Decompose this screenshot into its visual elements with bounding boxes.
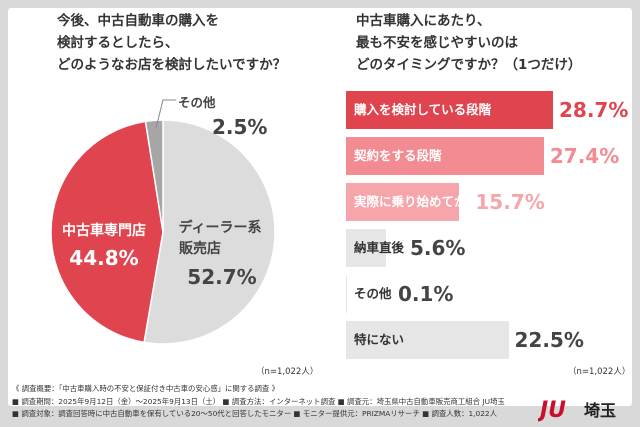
bar-5 bbox=[346, 275, 347, 313]
bar-4 bbox=[346, 229, 387, 267]
bar-value-1: 28.7% bbox=[559, 98, 629, 122]
bar-value-5: 0.1% bbox=[398, 282, 454, 306]
footer-line: ■ 調査対象：調査回答時に中古自動車を保有している20〜50代と回答したモニター… bbox=[12, 409, 498, 418]
logo-text: 埼玉 bbox=[584, 401, 616, 420]
bar-value-2: 27.4% bbox=[549, 144, 620, 168]
pie-label-dealer: 販売店 bbox=[179, 240, 221, 257]
bar-label-6: 特にない bbox=[354, 332, 405, 347]
pie-slice-dealer bbox=[143, 119, 276, 345]
bar-2 bbox=[346, 137, 544, 175]
pie-value-dealer: 52.7% bbox=[187, 265, 256, 289]
pie-sample-note: （n=1,022人） bbox=[256, 367, 319, 377]
bar-label-1: 購入を検討している段階 bbox=[354, 102, 492, 117]
pie-value-used-car-shop: 44.8% bbox=[69, 246, 138, 270]
pie-slice-used-car-shop bbox=[50, 120, 164, 344]
survey-footer: 《 調査概要：「中古車購入時の不安と保証付き中古車の安心感」に関する調査 》 ■… bbox=[12, 383, 532, 421]
pie-label-other: その他 bbox=[178, 95, 216, 110]
pie-label-dealer: ディーラー系 bbox=[178, 219, 261, 236]
bar-value-3: 15.7% bbox=[475, 190, 545, 214]
pie-chart-question: 今後、中古自動車の購入を 検討するとしたら、 どのようなお店を検討したいですか？ bbox=[57, 13, 287, 73]
bar-6 bbox=[346, 321, 509, 359]
footer-line: ■ 調査期間：2025年9月12日（金）〜2025年9月13日（土） ■ 調査方… bbox=[12, 396, 505, 406]
bar-label-4: 納車直後 bbox=[354, 240, 405, 255]
pie-leader-line bbox=[155, 99, 176, 129]
bar-label-3: 実際に乗り始めてから bbox=[354, 194, 480, 209]
bar-value-4: 5.6% bbox=[410, 236, 466, 260]
ju-saitama-logo: JU 埼玉 bbox=[538, 398, 616, 423]
bar-row-background bbox=[346, 275, 606, 313]
bar-row-background bbox=[346, 229, 606, 267]
bar-1 bbox=[346, 91, 554, 129]
bar-value-6: 22.5% bbox=[514, 328, 584, 352]
logo-mark: JU bbox=[538, 398, 566, 423]
bar-3 bbox=[346, 183, 460, 221]
bar-label-5: その他 bbox=[354, 286, 392, 301]
pie-slice-other bbox=[144, 119, 164, 233]
bar-sample-note: （n=1,022人） bbox=[568, 367, 631, 377]
bar-label-2: 契約をする段階 bbox=[354, 148, 442, 163]
pie-label-used-car-shop: 中古車専門店 bbox=[62, 222, 146, 239]
pie-value-other: 2.5% bbox=[212, 115, 267, 139]
bar-chart-question: 中古車購入にあたり、 最も不安を感じやすいのは どのタイミングですか？（1つだけ… bbox=[356, 13, 582, 73]
footer-line: 《 調査概要：「中古車購入時の不安と保証付き中古車の安心感」に関する調査 》 bbox=[12, 384, 280, 393]
